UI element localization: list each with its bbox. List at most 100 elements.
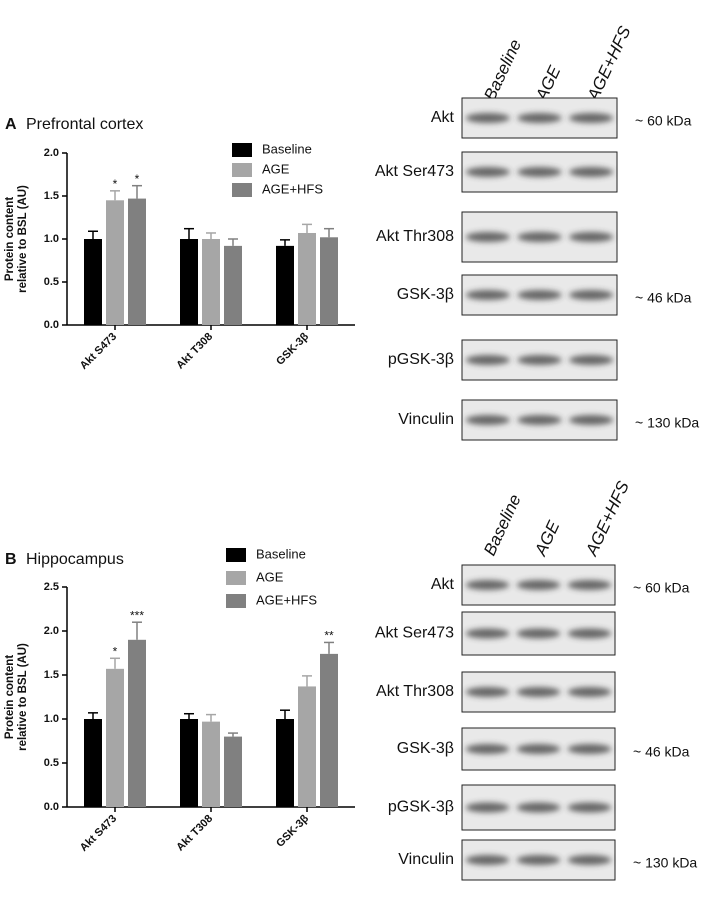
blot-band <box>567 628 612 639</box>
x-tick-label: Akt T308 <box>174 813 215 854</box>
bar <box>298 232 316 325</box>
x-tick-label: GSK-3β <box>274 330 311 367</box>
blot-label: Akt Thr308 <box>376 683 454 700</box>
significance: * <box>113 644 118 658</box>
blot-band <box>569 355 614 365</box>
blot-band <box>516 580 561 590</box>
x-tick-label: Akt T308 <box>174 331 215 372</box>
blot-label: Akt Thr308 <box>376 228 454 245</box>
y-tick-label: 0.5 <box>44 757 59 769</box>
molecular-weight: ~ 46 kDa <box>633 744 690 760</box>
y-tick-label: 2.0 <box>44 625 59 637</box>
blot-band <box>517 415 562 425</box>
blot-label: Vinculin <box>398 411 454 428</box>
x-tick-label: Akt S473 <box>78 331 119 372</box>
molecular-weight: ~ 130 kDa <box>635 415 699 431</box>
bar <box>276 245 294 325</box>
legend-swatch <box>232 183 252 197</box>
y-tick-label: 1.0 <box>44 713 59 725</box>
blot-label: Vinculin <box>398 851 454 868</box>
blot-band <box>465 628 510 639</box>
blot-label: Akt Ser473 <box>375 163 454 180</box>
blot-band <box>465 802 510 813</box>
legend-label: AGE+HFS <box>262 181 323 196</box>
blot-band <box>517 113 562 123</box>
blot-band <box>517 232 562 242</box>
y-axis-label: relative to BSL (AU) <box>17 643 29 751</box>
chart-title: Hippocampus <box>26 551 124 568</box>
bar <box>298 686 316 807</box>
blot-band <box>465 687 510 697</box>
blot-band <box>465 855 510 865</box>
legend-swatch <box>226 548 246 562</box>
panel-label: A <box>5 116 17 133</box>
y-axis-label: relative to BSL (AU) <box>17 185 29 293</box>
legend-swatch <box>226 571 246 585</box>
blot-band <box>517 290 562 300</box>
y-tick-label: 0.0 <box>44 319 59 331</box>
blot-band <box>569 167 614 177</box>
bar <box>106 200 124 325</box>
blot-band <box>516 687 561 697</box>
legend-swatch <box>232 163 252 177</box>
bar <box>180 719 198 807</box>
blot-band <box>516 802 561 813</box>
significance: * <box>113 177 118 191</box>
molecular-weight: ~ 60 kDa <box>633 580 690 596</box>
molecular-weight: ~ 130 kDa <box>633 855 697 871</box>
bar <box>276 719 294 807</box>
lane-label: AGE <box>531 517 564 559</box>
blot-band <box>465 167 510 177</box>
bar <box>84 719 102 807</box>
bar <box>84 239 102 325</box>
y-tick-label: 1.5 <box>44 190 59 202</box>
significance: ** <box>324 629 334 643</box>
significance: *** <box>130 608 144 622</box>
y-tick-label: 1.0 <box>44 233 59 245</box>
y-tick-label: 1.5 <box>44 669 59 681</box>
bar <box>224 245 242 325</box>
blot-label: Akt <box>431 109 455 126</box>
lane-label: AGE+HFS <box>582 478 634 560</box>
blot-band <box>567 802 612 813</box>
panel-label: B <box>5 551 17 568</box>
blot-band <box>465 232 510 242</box>
blot-band <box>516 744 561 754</box>
lane-label: AGE+HFS <box>583 23 635 105</box>
blot-band <box>465 415 510 425</box>
y-tick-label: 0.5 <box>44 276 59 288</box>
blot-label: GSK-3β <box>397 286 454 303</box>
legend-swatch <box>232 143 252 157</box>
blot-band <box>465 355 510 365</box>
blot-band <box>567 687 612 697</box>
legend-label: Baseline <box>262 141 312 156</box>
blot-band <box>569 415 614 425</box>
blot-band <box>465 580 510 590</box>
blot-label: pGSK-3β <box>388 799 454 816</box>
blot-band <box>569 113 614 123</box>
blot-label: Akt <box>431 576 455 593</box>
blot-label: GSK-3β <box>397 740 454 757</box>
bar <box>320 653 338 807</box>
blot-band <box>517 355 562 365</box>
blot-band <box>567 580 612 590</box>
x-tick-label: GSK-3β <box>274 812 311 849</box>
molecular-weight: ~ 60 kDa <box>635 113 692 129</box>
blot-label: Akt Ser473 <box>375 625 454 642</box>
blot-band <box>569 290 614 300</box>
bar <box>202 721 220 807</box>
chart-title: Prefrontal cortex <box>26 116 143 133</box>
blot-band <box>567 744 612 754</box>
blot-band <box>567 855 612 865</box>
legend-swatch <box>226 594 246 608</box>
y-axis-label: Protein content <box>4 655 16 740</box>
y-tick-label: 2.5 <box>44 581 59 593</box>
blot-band <box>465 744 510 754</box>
lane-label: Baseline <box>480 491 525 558</box>
blot-band <box>516 855 561 865</box>
bar <box>180 239 198 325</box>
legend-label: Baseline <box>256 546 306 561</box>
blot-band <box>465 113 510 123</box>
y-tick-label: 2.0 <box>44 147 59 159</box>
